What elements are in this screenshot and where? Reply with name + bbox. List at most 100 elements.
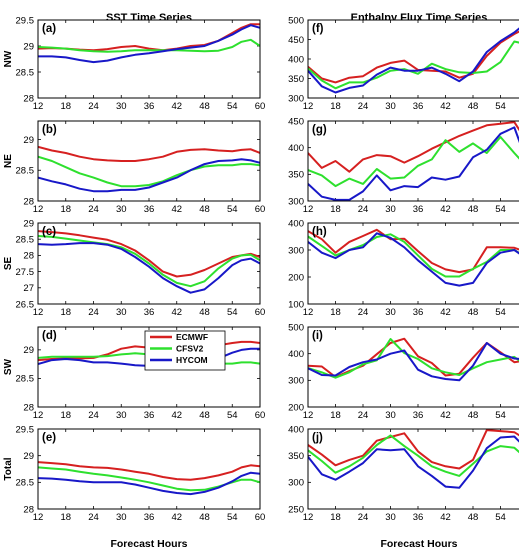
series-line-ecmwf: [38, 230, 260, 278]
x-tick-label: 42: [440, 410, 451, 421]
y-tick-label: 400: [288, 54, 304, 65]
y-tick-label: 300: [288, 196, 304, 207]
x-tick-label: 12: [303, 410, 314, 421]
y-tick-label: 29: [23, 345, 34, 356]
x-tick-label: 42: [440, 512, 451, 523]
y-tick-label: 29: [23, 41, 34, 52]
series-line-cfsv2: [308, 338, 519, 379]
y-tick-label: 400: [288, 349, 304, 360]
panel-e: 12 18 24 30 36 42 48 54 60 28 28.5 29 29.5 (e) Total: [3, 424, 265, 523]
x-tick-label: 12: [33, 410, 44, 421]
y-tick-label: 200: [288, 402, 304, 413]
y-tick-label: 28: [23, 504, 34, 515]
panel-f: 121824303642485460300350400450500(f): [288, 15, 519, 112]
right-x-axis-label: Forecast Hours: [380, 538, 457, 550]
series-line-cfsv2: [38, 466, 260, 492]
x-tick-label: 48: [199, 512, 210, 523]
y-tick-label: 350: [288, 74, 304, 85]
plot-frame: [307, 428, 519, 510]
y-tick-label: 450: [288, 116, 304, 127]
x-tick-label: 48: [199, 101, 210, 112]
series-line-cfsv2: [308, 434, 519, 477]
x-tick-label: 12: [33, 307, 44, 318]
x-tick-label: 12: [303, 101, 314, 112]
y-tick-label: 29: [23, 135, 34, 146]
x-tick-label: 48: [199, 410, 210, 421]
x-tick-label: 12: [33, 204, 44, 215]
x-tick-label: 30: [385, 410, 396, 421]
y-tick-label: 28.5: [16, 478, 35, 489]
series-line-hycom: [38, 242, 260, 294]
x-tick-label: 54: [495, 307, 506, 318]
plot-frame: [37, 19, 261, 99]
y-tick-label: 500: [288, 15, 304, 26]
x-tick-label: 18: [60, 307, 71, 318]
x-tick-label: 18: [60, 101, 71, 112]
x-tick-label: 18: [60, 512, 71, 523]
y-tick-label: 27.5: [16, 267, 35, 278]
x-tick-label: 18: [330, 101, 341, 112]
x-tick-label: 18: [60, 410, 71, 421]
y-tick-label: 28.5: [16, 67, 35, 78]
y-tick-label: 29: [23, 451, 34, 462]
y-tick-label: 28.5: [16, 166, 35, 177]
x-tick-label: 60: [255, 101, 266, 112]
x-tick-label: 12: [303, 307, 314, 318]
x-tick-label: 42: [171, 512, 182, 523]
legend-label-ecmwf: ECMWF: [176, 332, 208, 342]
x-tick-label: 36: [144, 204, 155, 215]
x-tick-label: 24: [358, 410, 369, 421]
y-tick-label: 29.5: [16, 424, 35, 435]
x-tick-label: 18: [330, 410, 341, 421]
x-tick-label: 24: [88, 512, 99, 523]
series-line-ecmwf: [308, 121, 519, 173]
x-tick-label: 30: [385, 101, 396, 112]
y-axis-label: NW: [3, 50, 14, 67]
y-tick-label: 400: [288, 218, 304, 229]
x-tick-label: 12: [303, 204, 314, 215]
x-tick-label: 12: [303, 512, 314, 523]
x-tick-label: 42: [440, 101, 451, 112]
series-line-ecmwf: [38, 145, 260, 162]
panel-label: (c): [42, 226, 56, 238]
panel-g: 121824303642485460300350400450(g): [288, 116, 519, 215]
x-tick-label: 48: [468, 307, 479, 318]
y-tick-label: 350: [288, 170, 304, 181]
y-axis-label: NE: [3, 154, 14, 168]
x-tick-label: 36: [413, 204, 424, 215]
legend-label-cfsv2: CFSV2: [176, 344, 204, 354]
x-tick-label: 12: [33, 512, 44, 523]
x-tick-label: 54: [227, 204, 238, 215]
x-tick-label: 36: [144, 307, 155, 318]
y-tick-label: 450: [288, 35, 304, 46]
x-tick-label: 42: [171, 204, 182, 215]
y-tick-label: 350: [288, 451, 304, 462]
y-tick-label: 300: [288, 93, 304, 104]
x-tick-label: 48: [468, 512, 479, 523]
y-tick-label: 300: [288, 478, 304, 489]
x-tick-label: 42: [440, 307, 451, 318]
series-line-hycom: [38, 158, 260, 193]
x-tick-label: 54: [495, 410, 506, 421]
y-tick-label: 100: [288, 299, 304, 310]
panel-label: (d): [42, 330, 57, 342]
x-tick-label: 48: [468, 204, 479, 215]
y-axis-label: SE: [3, 257, 14, 271]
y-tick-label: 26.5: [16, 299, 35, 310]
y-tick-label: 400: [288, 143, 304, 154]
panel-label: (e): [42, 432, 56, 444]
panel-label: (g): [312, 124, 327, 136]
series-line-ecmwf: [308, 429, 519, 470]
x-tick-label: 60: [255, 204, 266, 215]
x-tick-label: 36: [144, 512, 155, 523]
series-line-hycom: [308, 435, 519, 489]
y-tick-label: 29: [23, 218, 34, 229]
x-tick-label: 18: [60, 204, 71, 215]
plot-frame: [307, 19, 519, 99]
panel-j: 121824303642485460250300350400(j): [288, 424, 519, 523]
x-tick-label: 42: [171, 101, 182, 112]
y-axis-label: SW: [3, 358, 14, 375]
x-tick-label: 60: [255, 410, 266, 421]
x-tick-label: 42: [440, 204, 451, 215]
